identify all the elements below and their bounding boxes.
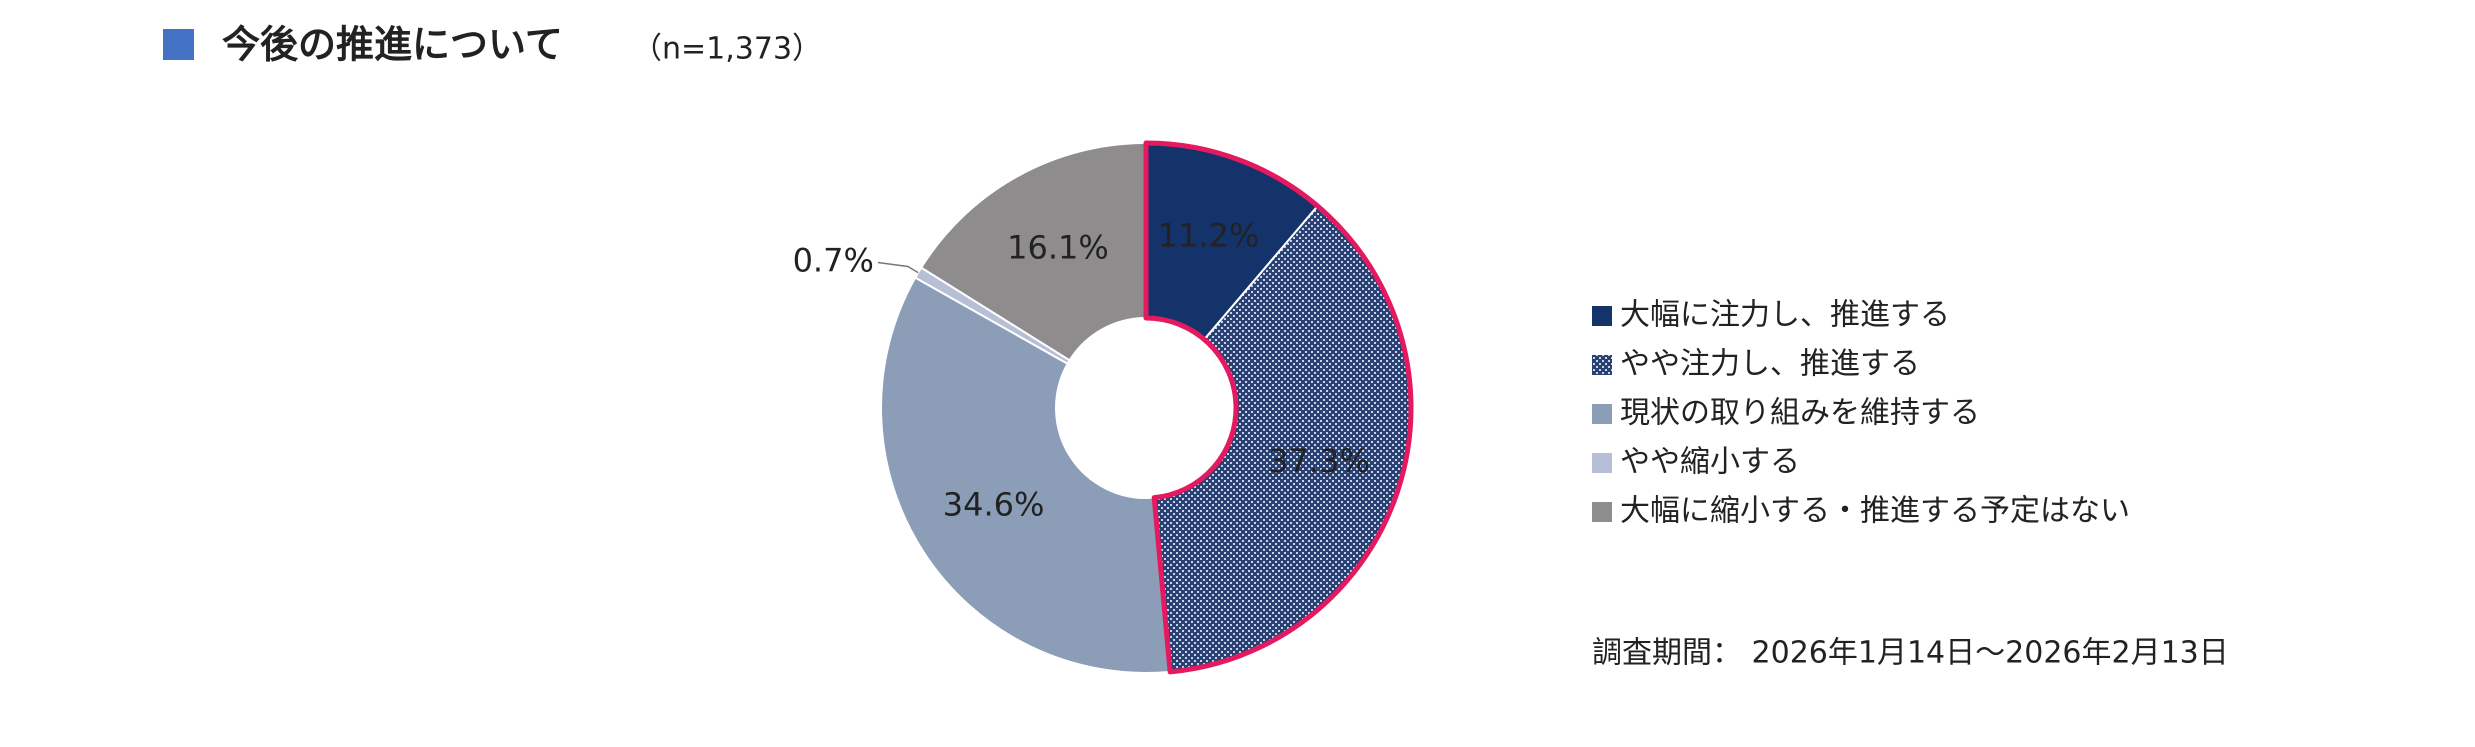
highlight-outline bbox=[1143, 140, 1414, 675]
legend-label: 大幅に注力し、推進する bbox=[1620, 298, 1950, 333]
slice bbox=[919, 141, 1147, 362]
legend-swatch bbox=[1592, 404, 1612, 424]
data-label: 11.2% bbox=[1158, 217, 1260, 255]
data-label: 0.7% bbox=[793, 241, 874, 279]
legend-label: 大幅に縮小する・推進する予定はない bbox=[1620, 494, 2130, 529]
data-label: 37.3% bbox=[1268, 442, 1370, 480]
legend-label: やや縮小する bbox=[1620, 445, 1800, 480]
legend-swatch bbox=[1592, 502, 1612, 522]
slice bbox=[880, 276, 1172, 674]
legend-swatch bbox=[1592, 306, 1612, 326]
leader-line bbox=[877, 261, 919, 274]
title-marker bbox=[163, 29, 194, 60]
data-label: 16.1% bbox=[1007, 228, 1109, 266]
legend-label: やや注力し、推進する bbox=[1620, 347, 1920, 382]
legend-swatch bbox=[1592, 355, 1612, 375]
note: 調査期間： 2026年1月14日～2026年2月13日 bbox=[1592, 636, 2229, 671]
data-label: 34.6% bbox=[943, 486, 1045, 524]
chart-title: 今後の推進について bbox=[222, 23, 563, 67]
legend-swatch bbox=[1592, 453, 1612, 473]
chart-subtitle: （n=1,373） bbox=[632, 32, 822, 67]
legend-label: 現状の取り組みを維持する bbox=[1620, 396, 1980, 431]
